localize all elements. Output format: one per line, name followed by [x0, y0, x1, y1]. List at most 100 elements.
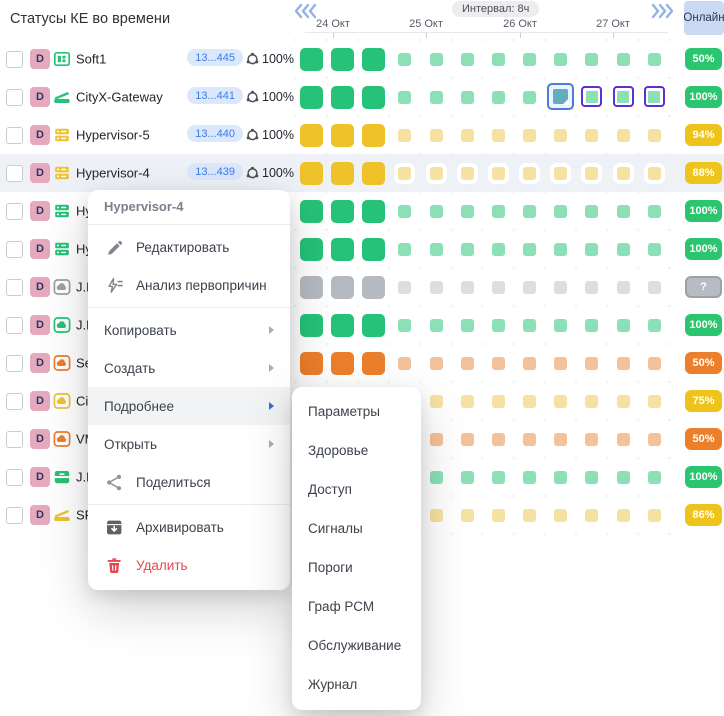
status-cell[interactable] — [554, 356, 568, 370]
status-cell[interactable] — [616, 356, 630, 370]
status-cell[interactable] — [523, 432, 537, 446]
status-cell[interactable] — [647, 470, 661, 484]
status-cell[interactable] — [491, 394, 505, 408]
status-cell[interactable] — [554, 394, 568, 408]
status-cell[interactable] — [331, 161, 355, 185]
menu-item-удалить[interactable]: Удалить — [88, 546, 290, 584]
status-cell[interactable] — [491, 432, 505, 446]
row-checkbox[interactable] — [6, 317, 23, 334]
status-cell[interactable] — [523, 394, 537, 408]
status-cell[interactable] — [362, 275, 386, 299]
status-cell[interactable] — [398, 166, 412, 180]
status-cell[interactable] — [585, 128, 599, 142]
chevrons-right-icon[interactable] — [650, 3, 674, 19]
status-cell[interactable] — [362, 161, 386, 185]
ci-name[interactable]: Soft1 — [76, 51, 107, 67]
status-cell[interactable] — [331, 85, 355, 109]
status-cell[interactable] — [491, 242, 505, 256]
status-cell[interactable] — [647, 280, 661, 294]
row-checkbox[interactable] — [6, 203, 23, 220]
status-cell[interactable] — [585, 280, 599, 294]
status-cell[interactable] — [362, 237, 386, 261]
row-checkbox[interactable] — [6, 89, 23, 106]
status-cell[interactable] — [299, 85, 323, 109]
status-cell[interactable] — [429, 90, 443, 104]
ci-name[interactable]: Hy — [76, 241, 92, 257]
status-cell[interactable] — [429, 432, 443, 446]
status-cell[interactable] — [647, 204, 661, 218]
status-cell[interactable] — [523, 166, 537, 180]
row-checkbox[interactable] — [6, 279, 23, 296]
status-cell[interactable] — [585, 52, 599, 66]
status-cell[interactable] — [362, 351, 386, 375]
status-cell[interactable] — [299, 275, 323, 299]
status-cell[interactable] — [398, 280, 412, 294]
status-cell[interactable] — [299, 237, 323, 261]
outlined-status-cell[interactable] — [581, 86, 603, 107]
status-cell[interactable] — [554, 470, 568, 484]
status-cell[interactable] — [523, 242, 537, 256]
status-cell[interactable] — [429, 280, 443, 294]
status-cell[interactable] — [429, 242, 443, 256]
status-cell[interactable] — [585, 508, 599, 522]
status-cell[interactable] — [429, 128, 443, 142]
status-cell[interactable] — [331, 47, 355, 71]
status-cell[interactable] — [299, 313, 323, 337]
outlined-status-cell[interactable] — [643, 86, 665, 107]
status-cell[interactable] — [460, 318, 474, 332]
status-cell[interactable] — [460, 432, 474, 446]
status-cell[interactable] — [331, 313, 355, 337]
status-cell[interactable] — [491, 508, 505, 522]
status-cell[interactable] — [491, 128, 505, 142]
status-cell[interactable] — [429, 356, 443, 370]
status-cell[interactable] — [362, 199, 386, 223]
status-cell[interactable] — [554, 166, 568, 180]
menu-item-архивировать[interactable]: Архивировать — [88, 508, 290, 546]
ci-name[interactable]: Hypervisor-4 — [76, 165, 150, 181]
status-cell[interactable] — [429, 470, 443, 484]
status-cell[interactable] — [647, 52, 661, 66]
submenu-item-параметры[interactable]: Параметры — [292, 392, 421, 431]
ci-name[interactable]: Cit — [76, 393, 92, 409]
status-cell[interactable] — [429, 318, 443, 332]
status-cell[interactable] — [585, 470, 599, 484]
status-cell[interactable] — [554, 318, 568, 332]
status-cell[interactable] — [429, 52, 443, 66]
status-cell[interactable] — [299, 199, 323, 223]
status-cell[interactable] — [331, 199, 355, 223]
status-cell[interactable] — [460, 128, 474, 142]
menu-item-создать[interactable]: Создать — [88, 349, 290, 387]
status-cell[interactable] — [429, 204, 443, 218]
status-cell[interactable] — [398, 128, 412, 142]
status-cell[interactable] — [299, 47, 323, 71]
status-cell[interactable] — [398, 356, 412, 370]
status-cell[interactable] — [585, 242, 599, 256]
menu-item-копировать[interactable]: Копировать — [88, 311, 290, 349]
status-cell[interactable] — [460, 356, 474, 370]
status-cell[interactable] — [585, 204, 599, 218]
ci-name[interactable]: CityX-Gateway — [76, 89, 163, 105]
status-cell[interactable] — [429, 394, 443, 408]
row-checkbox[interactable] — [6, 355, 23, 372]
submenu-item-пороги[interactable]: Пороги — [292, 548, 421, 587]
status-cell[interactable] — [523, 470, 537, 484]
status-cell[interactable] — [585, 356, 599, 370]
status-cell[interactable] — [460, 90, 474, 104]
status-cell[interactable] — [491, 204, 505, 218]
status-cell[interactable] — [647, 394, 661, 408]
menu-item-поделиться[interactable]: Поделиться — [88, 463, 290, 501]
status-cell[interactable] — [460, 166, 474, 180]
row-checkbox[interactable] — [6, 165, 23, 182]
status-cell[interactable] — [460, 394, 474, 408]
status-cell[interactable] — [554, 508, 568, 522]
status-cell[interactable] — [491, 90, 505, 104]
status-cell[interactable] — [585, 166, 599, 180]
status-cell[interactable] — [398, 52, 412, 66]
status-cell[interactable] — [647, 166, 661, 180]
status-cell[interactable] — [491, 318, 505, 332]
status-cell[interactable] — [647, 432, 661, 446]
submenu-item-сигналы[interactable]: Сигналы — [292, 509, 421, 548]
status-cell[interactable] — [398, 242, 412, 256]
status-cell[interactable] — [616, 470, 630, 484]
status-cell[interactable] — [554, 52, 568, 66]
